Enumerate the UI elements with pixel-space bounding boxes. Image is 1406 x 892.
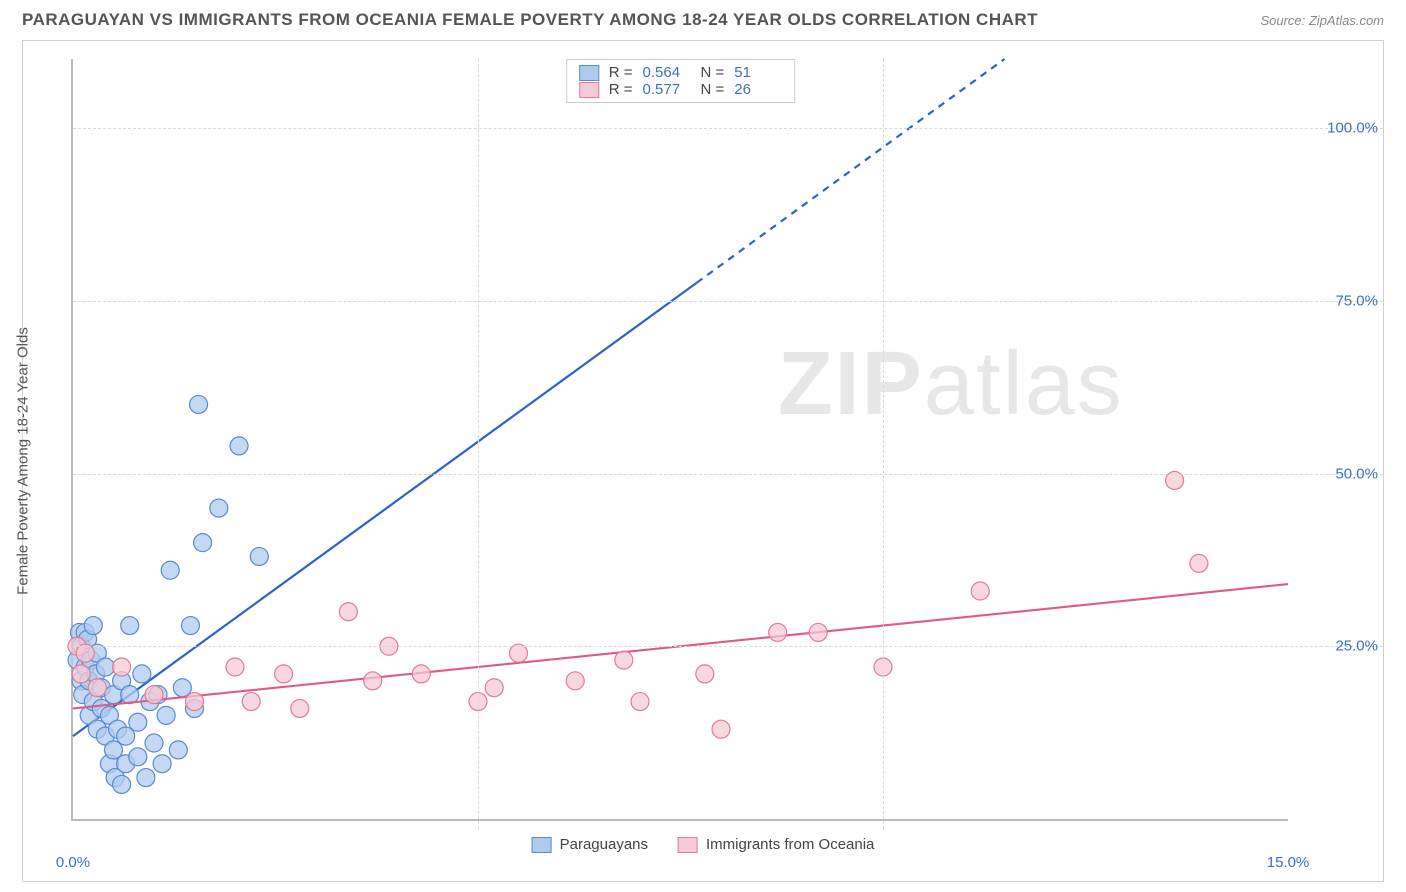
- data-point: [194, 534, 212, 552]
- data-point: [190, 395, 208, 413]
- y-tick-label: 100.0%: [1298, 120, 1378, 137]
- data-point: [631, 693, 649, 711]
- legend-item-series2: Immigrants from Oceania: [678, 836, 874, 853]
- data-point: [339, 603, 357, 621]
- data-point: [129, 713, 147, 731]
- data-point: [485, 679, 503, 697]
- data-point: [181, 617, 199, 635]
- data-point: [121, 617, 139, 635]
- y-tick-label: 75.0%: [1298, 292, 1378, 309]
- legend-label-series2: Immigrants from Oceania: [706, 836, 874, 853]
- data-point: [1190, 554, 1208, 572]
- swatch-series1: [579, 65, 599, 81]
- legend-swatch-series2: [678, 837, 698, 853]
- r-label: R =: [609, 81, 633, 98]
- data-point: [210, 499, 228, 517]
- data-point: [72, 665, 90, 683]
- data-point: [250, 547, 268, 565]
- n-value-series2: 26: [734, 81, 782, 98]
- legend: Paraguayans Immigrants from Oceania: [532, 836, 875, 853]
- data-point: [566, 672, 584, 690]
- n-label: N =: [701, 64, 725, 81]
- plot-area: ZIPatlas R = 0.564 N = 51 R = 0.577 N = …: [71, 59, 1288, 821]
- correlation-stats-box: R = 0.564 N = 51 R = 0.577 N = 26: [566, 59, 796, 103]
- legend-label-series1: Paraguayans: [560, 836, 648, 853]
- data-point: [186, 693, 204, 711]
- data-point: [364, 672, 382, 690]
- n-label: N =: [701, 81, 725, 98]
- legend-swatch-series1: [532, 837, 552, 853]
- data-point: [145, 686, 163, 704]
- data-point: [113, 775, 131, 793]
- data-point: [226, 658, 244, 676]
- y-tick-label: 25.0%: [1298, 638, 1378, 655]
- data-point: [96, 658, 114, 676]
- r-value-series2: 0.577: [643, 81, 691, 98]
- data-point: [169, 741, 187, 759]
- legend-item-series1: Paraguayans: [532, 836, 648, 853]
- y-axis-label: Female Poverty Among 18-24 Year Olds: [15, 327, 32, 595]
- data-point: [696, 665, 714, 683]
- data-point: [161, 561, 179, 579]
- data-point: [145, 734, 163, 752]
- data-point: [615, 651, 633, 669]
- n-value-series1: 51: [734, 64, 782, 81]
- swatch-series2: [579, 82, 599, 98]
- data-point: [113, 658, 131, 676]
- data-point: [412, 665, 430, 683]
- data-point: [291, 699, 309, 717]
- data-point: [153, 755, 171, 773]
- data-point: [129, 748, 147, 766]
- data-point: [157, 706, 175, 724]
- r-value-series1: 0.564: [643, 64, 691, 81]
- data-point: [84, 617, 102, 635]
- data-point: [88, 679, 106, 697]
- source-attribution: Source: ZipAtlas.com: [1260, 13, 1384, 28]
- data-point: [275, 665, 293, 683]
- data-point: [712, 720, 730, 738]
- scatter-svg: [73, 59, 1288, 819]
- stats-row-series1: R = 0.564 N = 51: [579, 64, 783, 81]
- chart-container: Female Poverty Among 18-24 Year Olds ZIP…: [22, 40, 1384, 882]
- data-point: [137, 769, 155, 787]
- data-point: [230, 437, 248, 455]
- x-tick-label: 15.0%: [1267, 854, 1310, 871]
- data-point: [971, 582, 989, 600]
- data-point: [133, 665, 151, 683]
- chart-title: PARAGUAYAN VS IMMIGRANTS FROM OCEANIA FE…: [22, 10, 1038, 30]
- data-point: [242, 693, 260, 711]
- data-point: [769, 623, 787, 641]
- data-point: [809, 623, 827, 641]
- stats-row-series2: R = 0.577 N = 26: [579, 81, 783, 98]
- y-tick-label: 50.0%: [1298, 465, 1378, 482]
- x-tick-label: 0.0%: [56, 854, 90, 871]
- r-label: R =: [609, 64, 633, 81]
